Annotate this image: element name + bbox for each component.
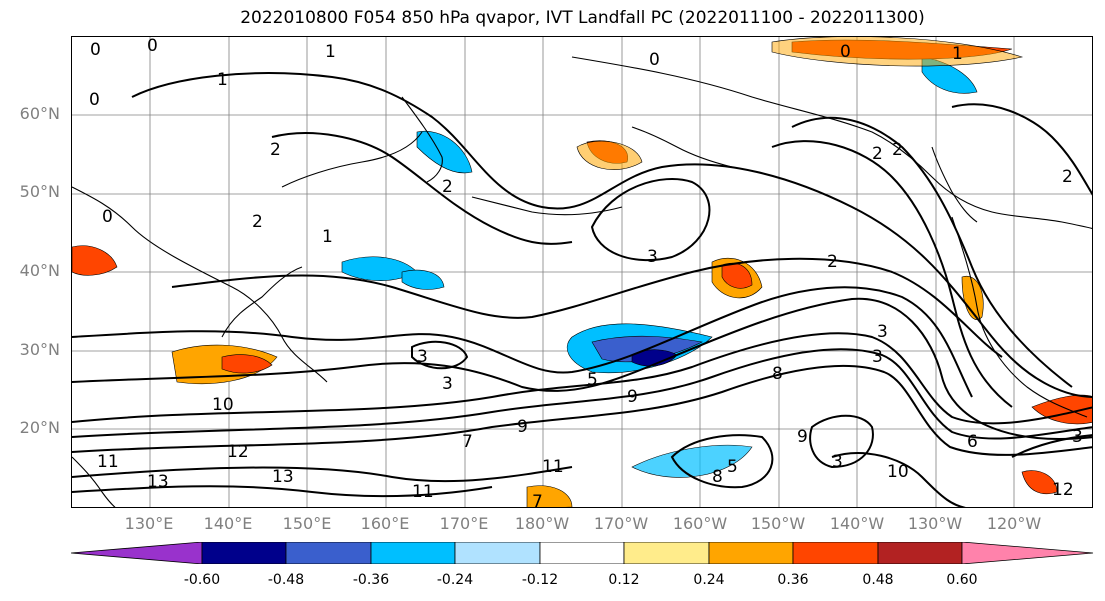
contour-label-2-e: 2: [1062, 167, 1073, 187]
contour-label-0-c: 0: [89, 90, 100, 110]
colorbar-tick: -0.12: [521, 572, 559, 588]
lat-label-20n: 20°N: [19, 418, 60, 437]
colorbar-cell: [961, 542, 1094, 564]
contour-label-0-b: 0: [147, 37, 158, 56]
lat-label-60n: 60°N: [19, 104, 60, 123]
colorbar-tick: 0.48: [862, 572, 894, 588]
contour-label-2-c: 2: [872, 144, 883, 164]
map-title: 2022010800 F054 850 hPa qvapor, IVT Land…: [240, 8, 925, 28]
map-canvas: 0 0 1 1 0 2 2 1 0 2 3 2 3 3 3 3 3 2 5 7 …: [72, 37, 1092, 508]
contour-label-1-b: 1: [217, 70, 228, 90]
contour-label-1-d: 1: [952, 44, 963, 64]
contour-label-11-c: 11: [542, 457, 564, 477]
colorbar-tick: -0.36: [352, 572, 390, 588]
lon-label-150e: 150°E: [282, 514, 332, 533]
contour-label-1-c: 1: [322, 227, 333, 247]
colorbar-tick: -0.24: [436, 572, 474, 588]
contour-label-1-a: 1: [325, 42, 336, 62]
lon-label-180w: 180°W: [514, 514, 570, 533]
contour-label-3-b: 3: [417, 347, 428, 367]
colorbar-cell: [71, 542, 203, 564]
contour-label-0-d: 0: [102, 207, 113, 227]
colorbar-cell: [201, 542, 287, 564]
colorbar-cell: [708, 542, 794, 564]
contour-label-13-a: 13: [147, 472, 169, 492]
contour-label-2-b: 2: [442, 177, 453, 197]
contour-label-0-a: 0: [90, 40, 101, 60]
colorbar-tick: 0.36: [777, 572, 809, 588]
colorbar-cell: [285, 542, 372, 564]
colorbar-tick: 0.12: [608, 572, 640, 588]
contour-label-8-b: 8: [712, 467, 723, 487]
colorbar-cell: [539, 542, 625, 564]
colorbar-tick: 0.24: [693, 572, 725, 588]
contour-label-9-c: 9: [797, 427, 808, 447]
contour-label-2-d: 2: [827, 252, 838, 272]
contour-label-6: 6: [967, 432, 978, 452]
contour-label-3-d: 3: [877, 322, 888, 342]
colorbar-tick: -0.60: [183, 572, 221, 588]
contour-label-10-b: 10: [887, 462, 909, 482]
contour-label-0-f: 0: [649, 50, 660, 70]
colorbar-cell: [792, 542, 879, 564]
lat-label-50n: 50°N: [19, 182, 60, 201]
lon-label-140e: 140°E: [203, 514, 253, 533]
contour-label-2-a: 2: [270, 140, 281, 160]
lat-label-30n: 30°N: [19, 340, 60, 359]
coastlines: [72, 56, 1092, 507]
lon-label-150w: 150°W: [750, 514, 806, 533]
contour-label-2-f: 2: [892, 140, 903, 160]
contour-label-11-b: 11: [412, 482, 434, 502]
lon-label-160e: 160°E: [360, 514, 410, 533]
contour-label-12-b: 12: [1052, 480, 1074, 500]
contour-label-12-a: 12: [227, 442, 249, 462]
contour-label-0-e: 0: [840, 42, 851, 62]
colorbar-cells: [71, 542, 1094, 564]
colorbar: [71, 542, 1094, 564]
ivt-contours: [72, 72, 1092, 507]
colorbar-tick: -0.48: [267, 572, 305, 588]
contour-label-5-b: 5: [727, 457, 738, 477]
colorbar-cell: [623, 542, 710, 564]
qvapor-shading: [72, 37, 1092, 507]
lon-label-140w: 140°W: [829, 514, 885, 533]
contour-label-3-f: 3: [1072, 427, 1083, 447]
lon-label-170e: 170°E: [439, 514, 489, 533]
contour-label-11-a: 11: [97, 452, 119, 472]
contour-label-7: 7: [462, 432, 473, 452]
contour-label-3-a: 3: [647, 247, 658, 267]
colorbar-cell: [454, 542, 541, 564]
colorbar-cell: [370, 542, 456, 564]
lat-label-40n: 40°N: [19, 261, 60, 280]
lon-label-170w: 170°W: [593, 514, 649, 533]
contour-label-13-b: 13: [272, 467, 294, 487]
contour-label-3-e: 3: [872, 347, 883, 367]
contour-label-5: 5: [587, 370, 598, 390]
colorbar-cell: [877, 542, 963, 564]
lon-label-130w: 130°W: [907, 514, 963, 533]
contour-label-7-b: 7: [532, 492, 543, 508]
contour-label-3-g: 3: [832, 452, 843, 472]
contour-label-9-a: 9: [627, 387, 638, 407]
lon-label-160w: 160°W: [672, 514, 728, 533]
graticule: [72, 37, 1092, 507]
lon-label-120w: 120°W: [986, 514, 1042, 533]
colorbar-tick: 0.60: [946, 572, 978, 588]
contour-label-2-g: 2: [252, 212, 263, 232]
contour-label-8-a: 8: [772, 364, 783, 384]
lon-label-130e: 130°E: [124, 514, 174, 533]
contour-label-9-b: 9: [517, 417, 528, 437]
map-panel[interactable]: 0 0 1 1 0 2 2 1 0 2 3 2 3 3 3 3 3 2 5 7 …: [71, 36, 1093, 508]
contour-label-3-c: 3: [442, 374, 453, 394]
contour-label-10-a: 10: [212, 395, 234, 415]
